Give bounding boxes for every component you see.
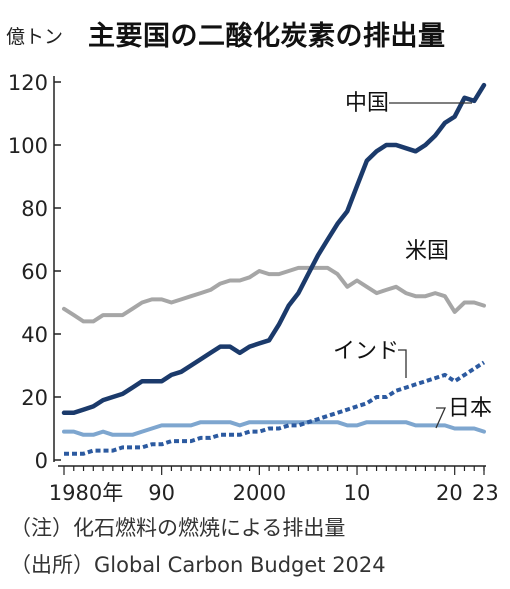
x-tick-label: 20: [436, 481, 463, 505]
y-tick-label: 80: [21, 197, 48, 221]
y-tick-label: 100: [8, 134, 48, 158]
footnote-data-source: （出所）Global Carbon Budget 2024: [10, 553, 386, 577]
x-tick-label: 23: [472, 481, 499, 505]
series-leader-japan: [435, 407, 447, 429]
series-line-usa: [62, 265, 486, 324]
y-tick-label: 60: [21, 260, 48, 284]
line-chart: 0 20 40 60 80 100 120 1980年 90 2000 10 20 23 中国米国イン…: [8, 71, 499, 505]
x-tick-label: 90: [148, 481, 175, 505]
y-tick-label: 20: [21, 386, 48, 410]
series-line-china: [61, 82, 487, 416]
series-label-japan: 日本: [448, 396, 492, 421]
series-label-india: インド: [333, 339, 399, 364]
x-tick-label: 2000: [233, 481, 286, 505]
series-line-japan: [62, 420, 486, 437]
x-tick-label: 1980年: [49, 481, 123, 505]
x-axis: 1980年 90 2000 10 20 23: [49, 465, 499, 505]
footnote-source-definition: （注）化石燃料の燃焼による排出量: [10, 516, 346, 540]
series-label-usa: 米国: [405, 239, 449, 264]
series-lines: [61, 82, 487, 456]
y-tick-label: 0: [35, 449, 48, 473]
y-axis: 0 20 40 60 80 100 120: [8, 71, 61, 473]
series-line-india: [64, 360, 486, 456]
series-leader-india: [398, 349, 407, 378]
y-tick-label: 40: [21, 323, 48, 347]
y-tick-label: 120: [8, 71, 48, 95]
chart-title: 主要国の二酸化炭素の排出量: [88, 21, 446, 52]
x-tick-label: 10: [344, 481, 371, 505]
y-axis-unit-label: 億トン: [6, 26, 64, 48]
series-label-china: 中国: [345, 91, 389, 116]
